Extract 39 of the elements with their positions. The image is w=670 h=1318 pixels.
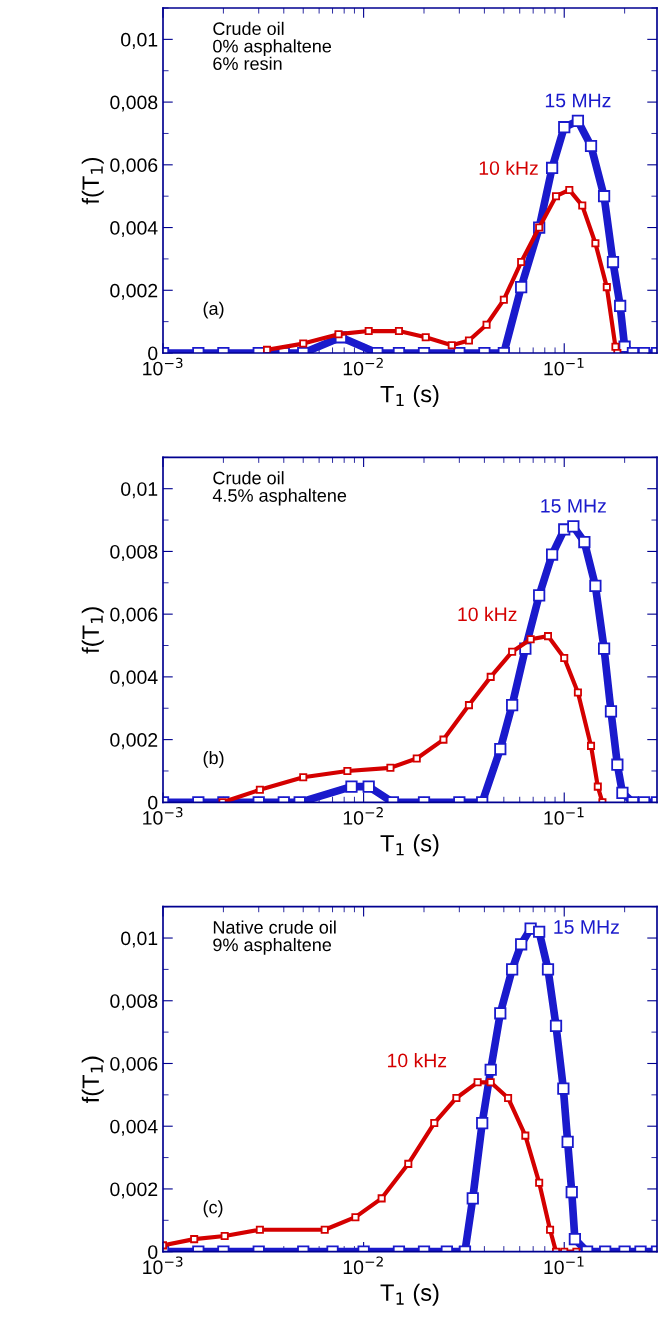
- x-axis-title: T$_{1}$ (s): [380, 385, 439, 408]
- series-label: 10 kHz: [479, 160, 538, 175]
- y-tick-label: 0,008: [110, 994, 158, 1011]
- annotation: Native crude oil 9% asphaltene: [213, 920, 336, 955]
- y-tick-label: 0,008: [110, 95, 158, 112]
- series-label: 15 MHz: [541, 499, 606, 513]
- y-axis-title: f(T$_{1}$): [81, 157, 104, 205]
- y-tick-label: 0,002: [110, 733, 158, 750]
- y-tick-label: 0,004: [110, 221, 158, 238]
- y-tick-label: 0,01: [121, 931, 158, 948]
- y-tick-label: 0,006: [110, 607, 158, 624]
- x-axis-title: T$_{1}$ (s): [380, 834, 439, 857]
- x-tick-label: 10$^{−2}$: [343, 807, 383, 825]
- x-tick-label: 10$^{−1}$: [544, 807, 584, 825]
- annotation: Crude oil 0% asphaltene 6% resin: [213, 21, 332, 71]
- annotation: (a): [203, 301, 224, 319]
- annotation: Crude oil 4.5% asphaltene: [212, 471, 347, 506]
- y-tick-label: 0,006: [110, 1056, 158, 1074]
- y-tick-label: 0,004: [110, 1119, 158, 1136]
- y-tick-label: 0,002: [110, 1182, 158, 1199]
- series-label: 15 MHz: [545, 93, 611, 108]
- y-tick-label: 0,002: [110, 283, 158, 300]
- series-label: 15 MHz: [554, 920, 619, 934]
- x-axis-title: T$_{1}$ (s): [380, 1283, 439, 1306]
- x-tick-label: 10$^{−1}$: [544, 1256, 584, 1275]
- x-tick-label: 10$^{−2}$: [343, 357, 383, 376]
- x-tick-label: 10$^{−1}$: [544, 357, 584, 376]
- annotation: (c): [203, 1200, 223, 1218]
- y-tick-label: 0,008: [110, 544, 158, 561]
- y-tick-label: 0,006: [110, 158, 158, 175]
- y-axis-title: f(T$_{1}$): [81, 607, 104, 654]
- annotation: (b): [203, 751, 224, 768]
- x-tick-label: 10$^{−2}$: [343, 1256, 383, 1275]
- series-label: 10 kHz: [388, 1053, 447, 1068]
- y-tick-label: 0,004: [110, 670, 158, 687]
- y-tick-label: 0,01: [121, 482, 158, 499]
- y-tick-label: 0,01: [121, 32, 158, 49]
- y-axis-title: f(T$_{1}$): [81, 1056, 104, 1103]
- series-label: 10 kHz: [458, 606, 517, 622]
